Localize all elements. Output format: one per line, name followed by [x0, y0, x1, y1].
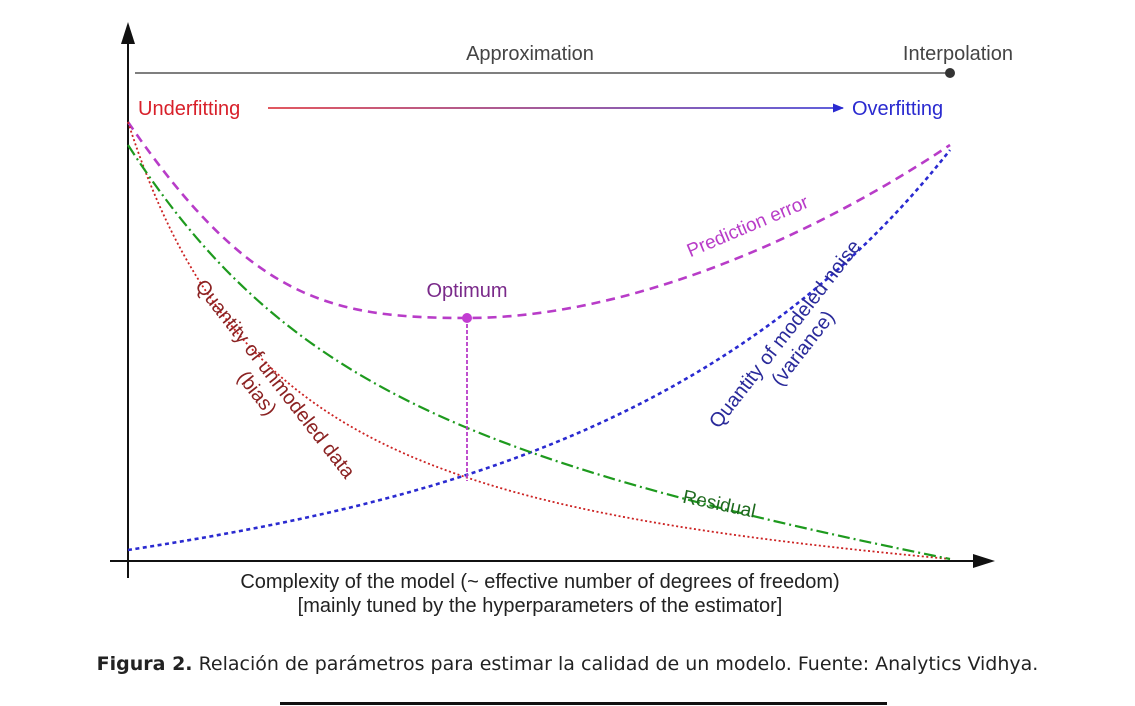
variance-label: Quantity of modeled noise (variance): [705, 236, 865, 433]
optimum-point: [462, 313, 472, 323]
caption-divider: [280, 702, 887, 705]
overfitting-label: Overfitting: [852, 98, 943, 120]
residual-curve: [127, 144, 951, 561]
bias-variance-diagram: Approximation Interpolation Underfitting…: [110, 22, 1013, 617]
optimum-label: Optimum: [426, 280, 507, 302]
x-axis: [110, 554, 995, 568]
figure-caption-label: Figura 2.: [96, 653, 193, 675]
bias-label-line1: Quantity of unmodeled data: [190, 276, 359, 484]
y-axis: [121, 22, 135, 578]
variance-curve: [127, 149, 952, 552]
figure-caption-text: Relación de parámetros para estimar la c…: [192, 653, 1039, 675]
variance-label-line1: Quantity of modeled noise: [705, 236, 865, 433]
x-axis-label-line1: Complexity of the model (~ effective num…: [240, 571, 839, 593]
x-axis-label-line2: [mainly tuned by the hyperparameters of …: [298, 595, 783, 617]
prediction-error-label: Prediction error: [684, 192, 812, 262]
residual-label: Residual: [681, 487, 758, 523]
underfitting-label: Underfitting: [138, 98, 240, 120]
figure-caption: Figura 2. Relación de parámetros para es…: [80, 654, 1055, 675]
interpolation-label: Interpolation: [903, 43, 1013, 65]
prediction-error-curve: [126, 121, 951, 320]
interpolation-dot: [945, 68, 955, 78]
approximation-label: Approximation: [466, 43, 594, 65]
